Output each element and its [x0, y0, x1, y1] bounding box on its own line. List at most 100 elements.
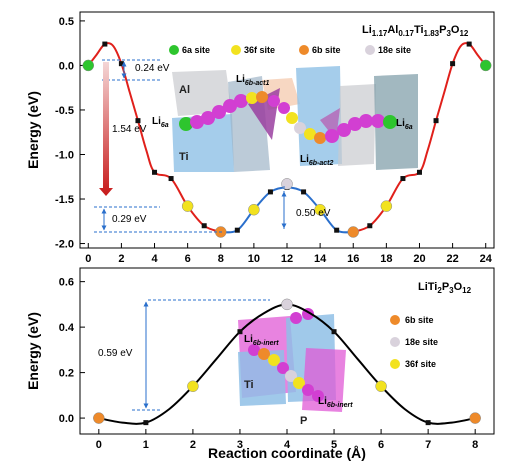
top-data-point: [416, 169, 422, 175]
legend-label-6a: 6a site: [182, 45, 210, 55]
bottom-x-tick-label: 3: [237, 439, 243, 451]
inset-ion: [383, 115, 397, 129]
li-main: Li: [300, 154, 309, 165]
legend-marker-18e: [365, 45, 375, 55]
li-main: Li: [318, 396, 327, 407]
top-y-tick-label: 0.5: [59, 16, 74, 28]
inset-label-li-inert-right: Li6b-inert: [318, 396, 353, 409]
top-x-tick-label: 14: [314, 253, 327, 265]
barrier-label-0.29: 0.29 eV: [112, 214, 147, 225]
top-site-marker-18e: [281, 178, 293, 190]
inset-ion: [348, 117, 362, 131]
li-main: Li: [244, 334, 253, 345]
title-part: O: [454, 281, 463, 293]
top-x-tick-label: 18: [380, 253, 392, 265]
top-x-tick-label: 8: [218, 253, 224, 265]
top-y-tick-label: -1.0: [55, 149, 74, 161]
li-sub: 6a: [405, 124, 413, 131]
bottom-y-tick-label: 0.0: [59, 413, 74, 425]
inset-ion: [337, 123, 351, 137]
title-part: 1.83: [424, 29, 440, 38]
top-site-marker-36f: [380, 200, 393, 212]
barrier-label-0.59: 0.59 eV: [98, 348, 133, 359]
bottom-x-tick-label: 2: [190, 439, 196, 451]
top-data-point: [118, 61, 124, 67]
inset-ion-path: [179, 91, 397, 144]
legend-marker-6b: [299, 45, 309, 55]
barrier-label-0.50: 0.50 eV: [296, 208, 331, 219]
bottom-y-tick-label: 0.6: [59, 277, 74, 289]
title-part: 0.17: [398, 29, 414, 38]
title-part: Al: [387, 24, 398, 36]
legend-label-18e: 18e site: [405, 337, 438, 347]
li-main: Li: [396, 118, 405, 129]
top-x-tick-label: 2: [118, 253, 124, 265]
li-sub: 6a: [161, 122, 169, 129]
bottom-data-point: [143, 420, 149, 426]
top-data-point: [168, 176, 174, 182]
barrier-label-1.54: 1.54 eV: [112, 124, 147, 135]
top-y-tick-label: -2.0: [55, 239, 74, 251]
inset-label-li-inert-left: Li6b-inert: [244, 334, 279, 347]
inset-ion: [285, 370, 297, 382]
top-x-tick-label: 24: [480, 253, 493, 265]
bottom-x-tick-label: 6: [378, 439, 384, 451]
inset-ion: [277, 362, 289, 374]
top-data-point: [135, 118, 141, 124]
inset-ion: [223, 99, 237, 113]
bottom-x-axis-label: Reaction coordinate (Å): [208, 445, 366, 461]
inset-ion: [302, 384, 314, 396]
bottom-axis-ticks: 0 1 2 3 4 5 6 7 80.00.20.40.6: [59, 277, 479, 451]
bottom-x-tick-label: 4: [284, 439, 291, 451]
top-x-tick-label: 20: [413, 253, 425, 265]
li-main: Li: [152, 116, 161, 127]
inset-ion: [256, 91, 268, 103]
bottom-annotations: 0.59 eV: [98, 299, 270, 411]
bottom-site-marker-36f: [187, 380, 199, 392]
top-y-tick-label: -1.5: [55, 194, 74, 206]
legend-marker-6a: [169, 45, 179, 55]
legend-marker-36f: [390, 359, 400, 369]
bottom-x-tick-label: 8: [472, 439, 478, 451]
top-data-point: [201, 223, 207, 229]
inset-label-li-act2: Li6b-act2: [300, 154, 334, 167]
top-data-point: [267, 189, 273, 195]
top-data-point: [400, 176, 406, 182]
top-x-tick-label: 16: [347, 253, 359, 265]
li-sub: 6b-act2: [309, 160, 334, 167]
li-sub: 6b-inert: [253, 340, 279, 347]
top-y-tick-label: 0.0: [59, 60, 74, 72]
bottom-data-point: [237, 329, 243, 335]
top-data-point: [466, 41, 472, 47]
legend-label-36f: 36f site: [405, 359, 436, 369]
title-part: 2: [437, 286, 442, 295]
legend-label-36f: 36f site: [244, 45, 275, 55]
inset-ion: [294, 122, 306, 134]
inset-ion: [304, 128, 316, 140]
inset-ion: [190, 115, 204, 129]
top-data-point: [334, 227, 340, 233]
title-part: 1.17: [372, 29, 388, 38]
bottom-site-marker-18e: [281, 298, 293, 311]
title-part: 12: [459, 29, 468, 38]
inset-ion: [325, 129, 339, 143]
inset-label-ti: Ti: [244, 379, 254, 391]
top-legend: 6a site 36f site 6b site 18e site: [169, 45, 411, 55]
bottom-x-tick-label: 1: [143, 439, 149, 451]
inset-ion: [268, 354, 280, 366]
title-part: 12: [462, 286, 471, 295]
inset-label-li-act1: Li6b-act1: [236, 74, 270, 87]
title-part: P: [439, 24, 446, 36]
title-part: 3: [446, 29, 451, 38]
legend-label-6b: 6b site: [405, 315, 434, 325]
top-site-marker-36f: [314, 203, 326, 216]
bottom-site-marker-36f: [375, 380, 387, 392]
legend-label-18e: 18e site: [378, 45, 411, 55]
top-x-tick-label: 10: [248, 253, 260, 265]
inset-ion: [278, 102, 290, 114]
inset-ion: [268, 95, 280, 107]
top-site-marker-6a: [82, 59, 95, 72]
top-chart-title: Li1.17Al0.17Ti1.83P3O12: [362, 24, 469, 38]
bottom-y-tick-label: 0.2: [59, 368, 74, 380]
